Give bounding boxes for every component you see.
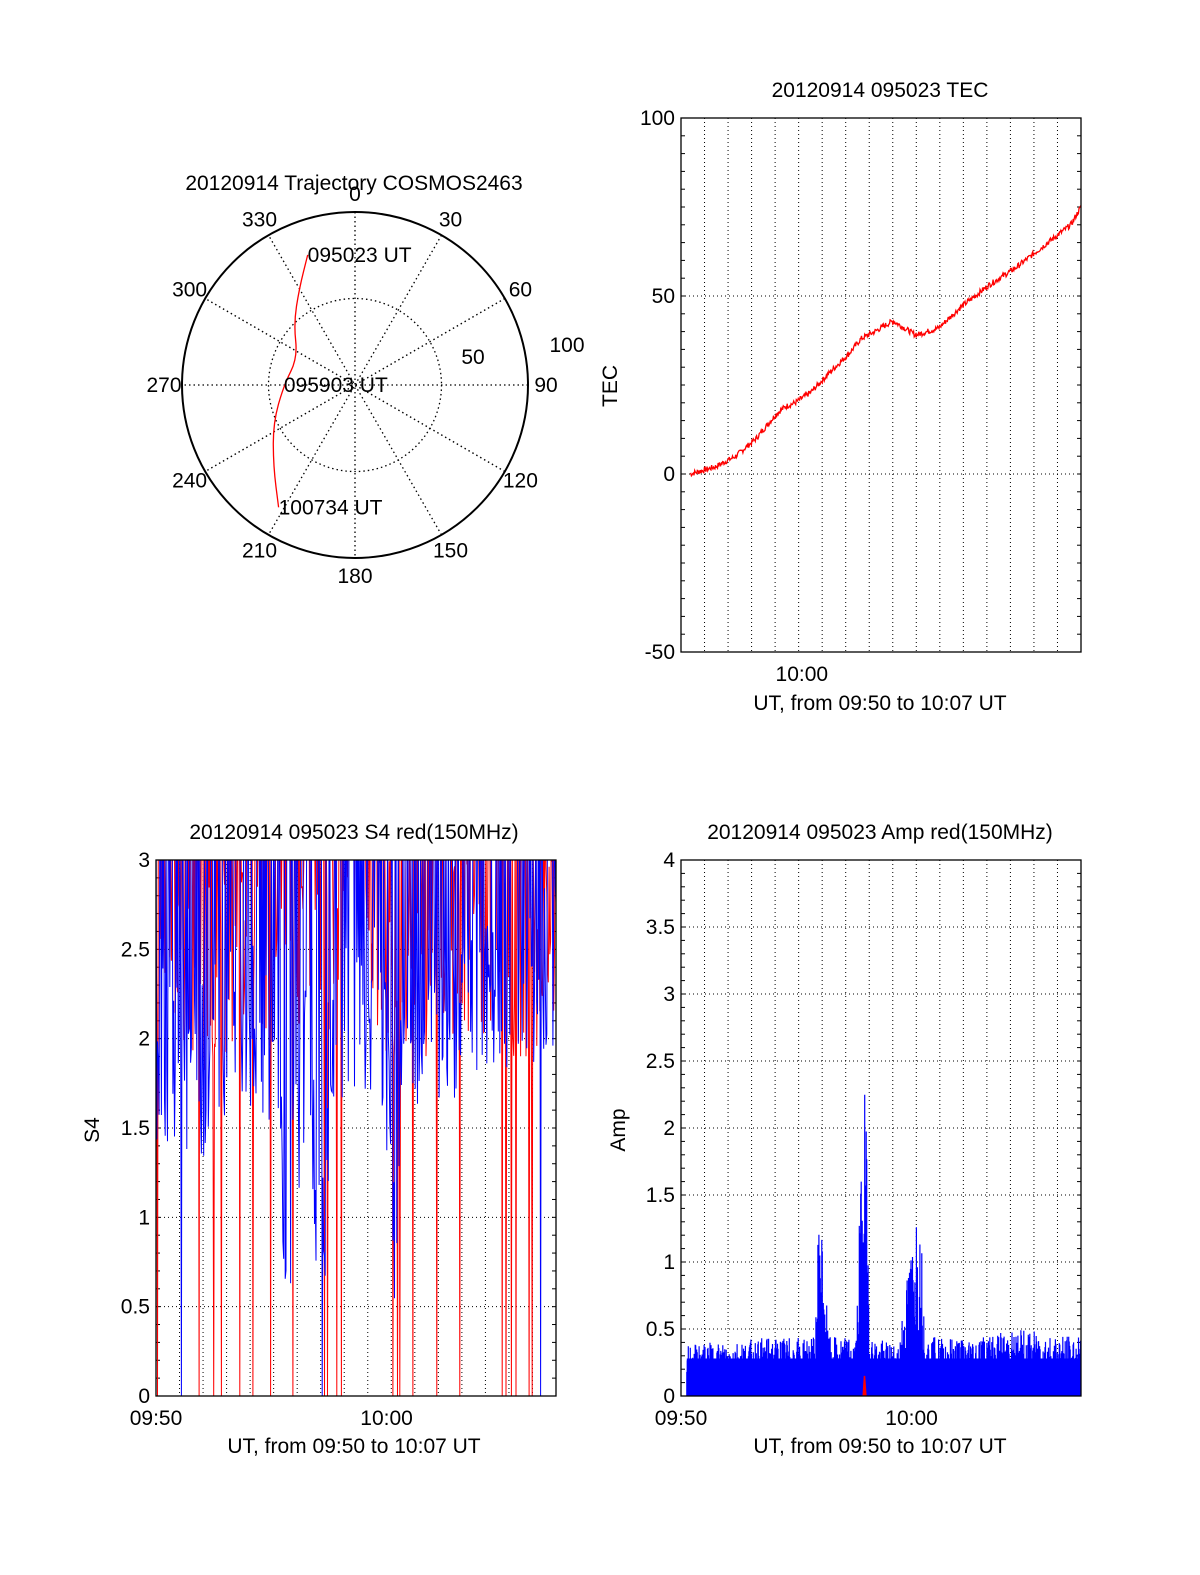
y-tick-label: 2.5 (121, 938, 150, 961)
tec-plot-area: -50 0 50 100 10:00 (640, 107, 1082, 686)
y-tick-label: 1.5 (646, 1184, 675, 1207)
trajectory-annotation: 095903 UT (284, 374, 388, 397)
x-tick-label: 10:00 (776, 663, 829, 686)
trajectory-annotation: 100734 UT (279, 496, 383, 519)
x-tick-label: 10:00 (885, 1407, 938, 1430)
polar-spoke (204, 297, 506, 473)
azimuth-label: 30 (439, 209, 462, 232)
y-tick-label: 2 (663, 1117, 675, 1140)
x-tick-label: 10:00 (360, 1407, 413, 1430)
azimuth-label: 0 (349, 183, 361, 206)
azimuth-label: 180 (337, 565, 372, 588)
y-tick-label: 1.5 (121, 1117, 150, 1140)
plot-frame (680, 859, 1082, 1397)
tec-series-line (689, 205, 1081, 478)
amp-chart: 20120914 095023 Amp red(150MHz) Amp UT, … (607, 821, 1082, 1458)
polar-plot: 20120914 Trajectory COSMOS2463 0 30 60 90 12… (146, 172, 584, 588)
series-group (686, 1094, 1081, 1396)
tec-chart: 20120914 095023 TEC TEC UT, from 09:50 t… (599, 79, 1082, 715)
azimuth-label: 210 (242, 539, 277, 562)
polar-grid (181, 211, 529, 559)
y-tick-label: 3 (663, 983, 675, 1006)
amp-blue-series (686, 1094, 1081, 1396)
amp-plot-area: 0 0.5 1 1.5 2 2.5 3 3.5 4 09:50 10:00 (646, 849, 1082, 1430)
plot-frame (680, 117, 1082, 653)
tec-ylabel: TEC (599, 365, 622, 407)
s4-plot-area: 0 0.5 1 1.5 2 2.5 3 09:50 10:00 (121, 849, 557, 1430)
azimuth-label: 270 (146, 374, 181, 397)
y-tick-label: -50 (645, 641, 675, 664)
polar-spoke (204, 297, 506, 473)
amp-xlabel: UT, from 09:50 to 10:07 UT (753, 1435, 1006, 1458)
s4-title: 20120914 095023 S4 red(150MHz) (189, 821, 518, 844)
plot-frame (155, 859, 557, 1397)
azimuth-label: 300 (172, 279, 207, 302)
grid-lines (681, 118, 1081, 652)
y-tick-label: 4 (663, 849, 675, 872)
x-tick-label: 09:50 (655, 1407, 708, 1430)
polar-annotations: 095023 UT 095903 UT 100734 UT (279, 244, 412, 519)
radial-label: 50 (461, 346, 484, 369)
amp-blue-fill (686, 1358, 1081, 1396)
s4-xlabel: UT, from 09:50 to 10:07 UT (227, 1435, 480, 1458)
y-tick-label: 1 (138, 1206, 150, 1229)
azimuth-label: 240 (172, 470, 207, 493)
polar-spoke (267, 234, 443, 536)
azimuth-label: 90 (534, 374, 557, 397)
radial-label: 100 (549, 334, 584, 357)
y-tick-label: 100 (640, 107, 675, 130)
series-group (156, 860, 556, 1396)
y-tick-label: 0.5 (121, 1296, 150, 1319)
y-tick-label: 2.5 (646, 1050, 675, 1073)
trajectory-annotation: 095023 UT (308, 244, 412, 267)
s4-chart: 20120914 095023 S4 red(150MHz) S4 UT, fr… (81, 821, 557, 1458)
y-tick-label: 3 (138, 849, 150, 872)
x-tick-label: 09:50 (130, 1407, 183, 1430)
azimuth-label: 60 (509, 279, 532, 302)
amp-ylabel: Amp (607, 1108, 630, 1151)
trajectory-line (272, 254, 309, 508)
y-tick-label: 3.5 (646, 916, 675, 939)
grid-lines (681, 860, 1081, 1396)
amp-title: 20120914 095023 Amp red(150MHz) (707, 821, 1053, 844)
polar-title: 20120914 Trajectory COSMOS2463 (185, 172, 522, 195)
azimuth-label: 120 (503, 470, 538, 493)
s4-blue-series (156, 860, 556, 1396)
s4-ylabel: S4 (81, 1117, 104, 1143)
y-tick-label: 2 (138, 1028, 150, 1051)
polar-spoke (267, 234, 443, 536)
series-group (689, 205, 1081, 478)
azimuth-label: 330 (242, 209, 277, 232)
y-tick-label: 50 (652, 285, 675, 308)
y-tick-label: 1 (663, 1251, 675, 1274)
tec-title: 20120914 095023 TEC (772, 79, 989, 102)
y-tick-label: 0.5 (646, 1318, 675, 1341)
polar-labels: 0 30 60 90 120 150 180 210 240 270 300 330 50 100 (146, 183, 584, 588)
amp-red-series (862, 1375, 867, 1396)
y-tick-label: 0 (663, 463, 675, 486)
azimuth-label: 150 (433, 539, 468, 562)
y-tick-label: 0 (138, 1385, 150, 1408)
y-tick-label: 0 (663, 1385, 675, 1408)
tec-xlabel: UT, from 09:50 to 10:07 UT (753, 692, 1006, 715)
